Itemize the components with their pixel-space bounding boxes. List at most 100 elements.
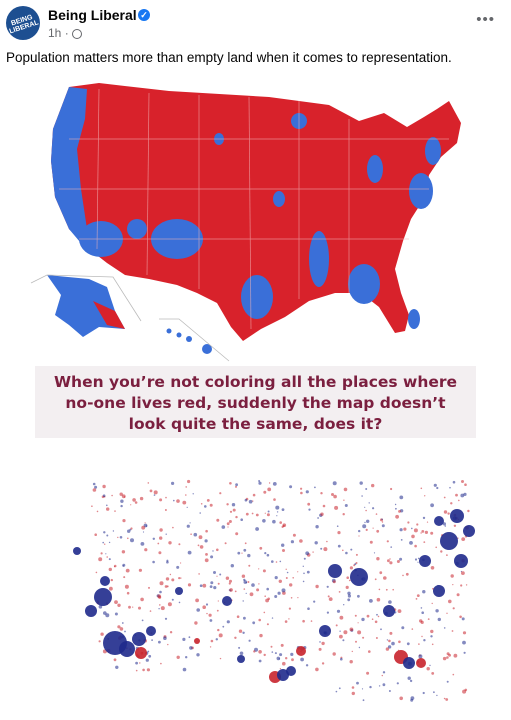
- bubble: [224, 542, 227, 545]
- bubble: [340, 657, 343, 661]
- city-bubble: [222, 596, 232, 606]
- bubble: [461, 537, 466, 541]
- bubble: [142, 668, 145, 672]
- bubble: [463, 651, 466, 654]
- bubble: [240, 518, 243, 521]
- bubble: [399, 696, 404, 701]
- post-image[interactable]: When you’re not coloring all the places …: [29, 79, 482, 720]
- bubble: [398, 510, 401, 513]
- bubble: [421, 635, 423, 638]
- bubble: [231, 503, 236, 507]
- bubble: [157, 594, 162, 599]
- bubble: [280, 643, 284, 647]
- bubble: [238, 646, 241, 649]
- bubble: [358, 529, 361, 533]
- bubble: [209, 619, 213, 622]
- bubble: [442, 522, 446, 526]
- bubble: [382, 671, 386, 674]
- bubble: [281, 588, 286, 593]
- bubble: [95, 571, 98, 574]
- bubble: [258, 650, 262, 654]
- bubble: [135, 669, 138, 672]
- bubble: [461, 480, 464, 483]
- bubble: [297, 597, 299, 599]
- city-bubble: [135, 647, 147, 659]
- bubble: [114, 612, 118, 616]
- bubble: [369, 685, 372, 689]
- bubble: [268, 482, 271, 484]
- bubble: [399, 557, 403, 561]
- bubble: [272, 482, 277, 486]
- bubble: [332, 652, 336, 656]
- bubble: [202, 583, 207, 588]
- bubble: [193, 532, 198, 537]
- bubble: [282, 523, 287, 527]
- bubble: [215, 638, 218, 641]
- bubble: [314, 486, 316, 489]
- page-name-link[interactable]: Being Liberal: [48, 7, 137, 23]
- bubble: [253, 650, 256, 653]
- bubble: [202, 605, 206, 609]
- bubble: [237, 551, 241, 555]
- bubble: [381, 524, 385, 528]
- bubble: [266, 587, 269, 591]
- bubble: [247, 553, 251, 558]
- bubble: [357, 594, 360, 598]
- bubble: [385, 647, 390, 651]
- bubble: [234, 590, 237, 593]
- city-bubble: [416, 658, 426, 668]
- bubble: [366, 671, 370, 675]
- bubble: [130, 538, 134, 543]
- bubble: [152, 537, 155, 540]
- bubble: [426, 667, 430, 671]
- bubble: [106, 556, 108, 558]
- bubble: [176, 565, 180, 569]
- bubble: [462, 631, 467, 635]
- bubble: [148, 586, 150, 589]
- bubble: [186, 506, 188, 508]
- bubble: [158, 640, 161, 644]
- bubble: [321, 641, 325, 646]
- bubble: [147, 650, 150, 653]
- bubble: [164, 617, 168, 620]
- bubble-dots: [73, 479, 475, 702]
- bubble: [290, 652, 294, 656]
- bubble: [209, 503, 213, 507]
- bubble: [359, 481, 363, 485]
- bubble: [395, 507, 397, 510]
- bubble: [225, 576, 230, 580]
- bubble: [221, 525, 226, 529]
- bubble: [167, 602, 172, 607]
- bubble: [417, 561, 419, 563]
- bubble: [159, 536, 163, 540]
- bubble: [255, 513, 259, 517]
- bubble: [392, 588, 395, 591]
- bubble: [242, 600, 244, 602]
- bubble: [383, 576, 387, 580]
- bubble: [187, 479, 191, 484]
- bubble: [267, 510, 270, 513]
- bubble: [452, 673, 455, 676]
- bubble: [100, 632, 104, 636]
- bubble: [355, 640, 357, 643]
- bubble: [303, 557, 306, 560]
- more-options-button[interactable]: •••: [476, 11, 495, 28]
- bubble: [397, 609, 402, 613]
- bubble: [210, 555, 214, 559]
- bubble: [436, 486, 439, 490]
- post-time[interactable]: 1h: [48, 26, 62, 40]
- bubble: [258, 480, 261, 482]
- bubble: [315, 525, 319, 529]
- bubble: [274, 576, 278, 580]
- bubble: [292, 577, 295, 579]
- bubble: [312, 551, 314, 553]
- bubble: [394, 503, 397, 506]
- bubble: [271, 651, 274, 653]
- bubble: [258, 481, 262, 485]
- bubble: [366, 614, 370, 618]
- city-bubble: [434, 516, 444, 526]
- bubble: [430, 503, 434, 508]
- bubble: [117, 625, 121, 629]
- page-avatar[interactable]: BEING LIBERAL: [6, 6, 40, 40]
- bubble: [300, 487, 303, 490]
